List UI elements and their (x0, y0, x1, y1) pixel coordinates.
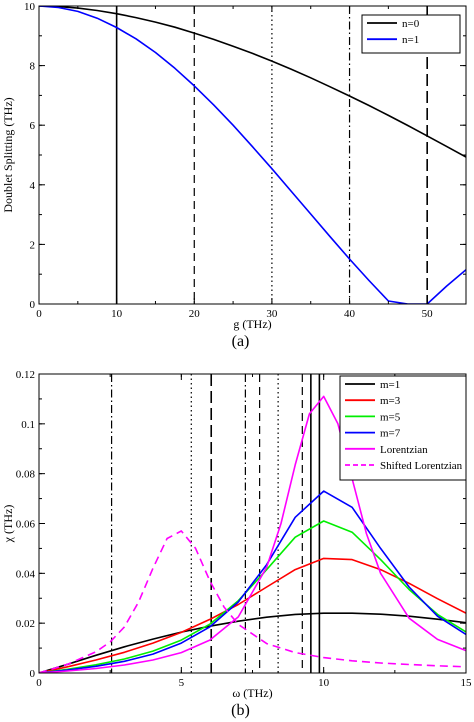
y-tick-label: 10 (24, 1, 36, 13)
y-tick-label: 0.12 (16, 369, 35, 381)
y-tick-label: 0.02 (16, 618, 35, 630)
legend-label: m=7 (380, 428, 401, 440)
y-tick-label: 4 (30, 180, 36, 192)
y-tick-label: 0.1 (21, 419, 35, 431)
series-line-lorentzian (39, 395, 466, 673)
x-tick-label: 10 (318, 677, 330, 689)
legend-label: m=1 (380, 379, 400, 391)
y-axis-label: Doublet Splitting (THz) (1, 97, 15, 212)
x-tick-label: 40 (344, 308, 356, 320)
y-axis-label: χ (THz) (1, 505, 15, 544)
legend-label: n=0 (402, 18, 420, 30)
y-tick-label: 0 (30, 668, 36, 680)
legend-box (361, 14, 461, 54)
panel-label: (a) (232, 333, 250, 350)
legend-box (339, 375, 467, 481)
series-line-shifted-lorentzian (39, 530, 466, 673)
series-line-m-3 (39, 557, 466, 673)
series-line-m-5 (39, 520, 466, 673)
y-tick-label: 6 (30, 120, 36, 132)
legend-label: m=3 (380, 395, 401, 407)
panel-label: (b) (231, 702, 250, 719)
legend-label: Shifted Lorentzian (380, 460, 463, 472)
legend-label: n=1 (402, 34, 419, 46)
chart-panel-1: 0 10 20 30 40 50 0 2 4 6 8 10 g (THz) Doublet Splitti… (1, 1, 467, 350)
y-tick-label: 0.06 (16, 519, 36, 531)
x-tick-label: 15 (461, 677, 473, 689)
x-axis-label: ω (THz) (232, 686, 272, 700)
y-tick-label: 0.04 (16, 568, 36, 580)
x-tick-label: 10 (111, 308, 123, 320)
legend-label: Lorentzian (380, 444, 428, 456)
x-tick-label: 0 (36, 308, 42, 320)
legend-label: m=5 (380, 411, 401, 423)
y-tick-label: 2 (30, 239, 36, 251)
x-tick-label: 5 (179, 677, 185, 689)
series-line-m-7 (39, 490, 466, 673)
series-line-n-1 (39, 6, 466, 304)
x-tick-label: 20 (189, 308, 201, 320)
x-tick-label: 50 (422, 308, 434, 320)
x-axis-label: g (THz) (233, 317, 271, 331)
legend: m=1 m=3 m=5 m=7 Lorentzian Shifted Lorentzian (339, 375, 467, 481)
x-tick-label: 0 (36, 677, 42, 689)
legend: n=0n=1 (361, 14, 461, 54)
y-tick-label: 0.08 (16, 469, 36, 481)
series-line-n-0 (39, 6, 466, 158)
y-tick-label: 8 (30, 61, 36, 73)
series-line-m-1 (39, 612, 466, 673)
x-tick-label: 30 (266, 308, 278, 320)
chart-panel-2: 0 5 10 15 0 0.02 0.04 0.06 0.08 0.1 0.12 ω (THz) χ (… (1, 369, 472, 719)
y-tick-label: 0 (30, 299, 36, 311)
